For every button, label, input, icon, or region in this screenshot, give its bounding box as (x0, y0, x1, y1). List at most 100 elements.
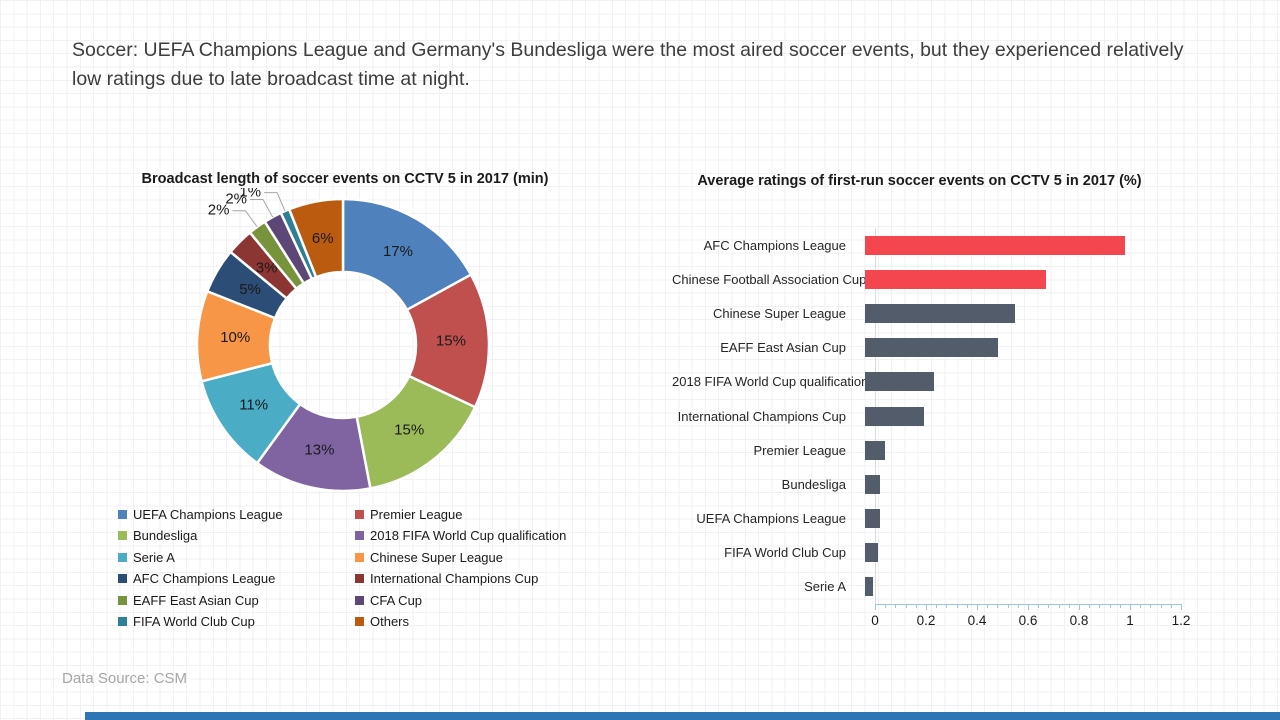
x-axis-minor-tick (1150, 605, 1152, 608)
footer-accent-bar (85, 712, 1280, 720)
bar (865, 474, 881, 494)
x-axis-minor-tick (1099, 605, 1101, 608)
legend-label: AFC Champions League (133, 571, 276, 586)
x-axis-minor-tick (1160, 605, 1162, 608)
bar-track (865, 474, 1171, 494)
x-axis-major-tick (1130, 605, 1131, 610)
donut-slice-label: 6% (312, 230, 334, 247)
x-axis-minor-tick (1109, 605, 1111, 608)
bar-row: Bundesliga (672, 467, 1187, 501)
legend-item: AFC Champions League (118, 571, 355, 586)
legend-item: UEFA Champions League (118, 506, 355, 522)
bar-chart: AFC Champions League Chinese Football Ass… (672, 228, 1187, 604)
donut-chart-title: Broadcast length of soccer events on CCT… (141, 171, 549, 187)
legend-label: Bundesliga (133, 528, 198, 543)
x-axis-major-tick (875, 605, 876, 610)
bar (865, 440, 886, 460)
bar-category-label: Serie A (804, 579, 846, 595)
legend-item: CFA Cup (355, 593, 595, 608)
bar (865, 543, 878, 563)
x-axis: 0 0.2 0.4 0.6 0.8 1 1.2 (871, 604, 1190, 628)
x-axis-minor-tick (1007, 605, 1009, 608)
bar-category-label: UEFA Champions League (696, 511, 846, 527)
bar-category-label: International Champions Cup (677, 408, 846, 424)
legend-item: Premier League (355, 506, 595, 522)
bar-track (865, 577, 1171, 597)
label-leader-line (232, 210, 258, 228)
legend-label: 2018 FIFA World Cup qualification (370, 528, 567, 543)
donut-slice-label: 2% (208, 202, 230, 219)
x-axis-major-tick (1181, 605, 1182, 610)
donut-legend: UEFA Champions League Premier League Bunde… (118, 507, 595, 629)
bar-track (865, 440, 1171, 460)
donut-slice-label: 17% (383, 243, 413, 260)
bar-track (865, 269, 1171, 289)
x-axis-minor-tick (946, 605, 948, 608)
legend-label: UEFA Champions League (133, 506, 283, 522)
x-axis-minor-tick (905, 605, 907, 608)
legend-item: FIFA World Club Cup (118, 614, 355, 629)
x-axis-tick-label: 1 (1126, 613, 1134, 628)
bar-category-label: Premier League (753, 442, 847, 458)
legend-label: FIFA World Club Cup (133, 614, 255, 629)
label-leader-line (250, 199, 274, 218)
bar-track (865, 235, 1171, 255)
bar-track (865, 509, 1171, 529)
data-source-label: Data Source: CSM (62, 670, 188, 687)
donut-slice-label: 2% (225, 191, 247, 208)
legend-label: EAFF East Asian Cup (133, 592, 259, 608)
x-axis-tick-label: 0.4 (967, 613, 987, 628)
legend-item: International Champions Cup (355, 571, 595, 586)
bar-row: EAFF East Asian Cup (672, 331, 1187, 365)
legend-swatch (118, 595, 127, 605)
bar (865, 372, 934, 392)
x-axis-minor-tick (1068, 605, 1070, 608)
legend-item: Chinese Super League (355, 549, 595, 565)
x-axis-minor-tick (1089, 605, 1091, 608)
bar-track (865, 543, 1171, 563)
x-axis-major-tick (926, 605, 927, 610)
legend-swatch (118, 617, 127, 626)
legend-item: EAFF East Asian Cup (118, 592, 355, 608)
legend-swatch (355, 552, 364, 562)
bar-category-label: Chinese Football Association Cup (672, 271, 867, 287)
label-leader-line (264, 192, 286, 212)
donut-slice-label: 5% (239, 281, 261, 298)
x-axis-major-tick (1028, 605, 1029, 610)
legend-swatch (118, 574, 127, 583)
x-axis-minor-tick (987, 605, 989, 608)
donut-chart: 17%15%15%13%11%10%5%3%2%2%1%6% (195, 188, 491, 493)
bar-category-label: Chinese Super League (713, 305, 846, 321)
legend-label: Serie A (133, 549, 175, 565)
x-axis-minor-tick (936, 605, 938, 608)
donut-slice-label: 15% (436, 333, 466, 350)
donut-slice-label: 15% (394, 421, 424, 438)
x-axis-minor-tick (1038, 605, 1040, 608)
legend-item: Bundesliga (118, 528, 355, 543)
bar-track (865, 406, 1171, 426)
bar-category-label: FIFA World Club Cup (724, 545, 846, 561)
donut-slice-label: 1% (239, 188, 261, 201)
bar (865, 577, 873, 597)
bar-row: AFC Champions League (672, 228, 1187, 262)
page-title: Soccer: UEFA Champions League and German… (72, 39, 1184, 91)
bar-row: UEFA Champions League (672, 502, 1187, 536)
legend-swatch (355, 617, 364, 626)
x-axis-minor-tick (915, 605, 917, 608)
bar-track (865, 338, 1171, 358)
bar-row: FIFA World Club Cup (672, 536, 1187, 570)
legend-label: Chinese Super League (370, 549, 503, 565)
legend-item: Others (355, 614, 595, 629)
legend-label: Premier League (370, 506, 463, 522)
bar-track (865, 303, 1171, 323)
x-axis-tick-label: 0.2 (916, 613, 936, 628)
legend-label: Others (370, 614, 410, 629)
bar (865, 509, 881, 529)
bar (865, 338, 998, 358)
x-axis-minor-tick (1058, 605, 1060, 608)
legend-swatch (118, 509, 127, 519)
x-axis-tick-label: 1.2 (1171, 613, 1191, 628)
bar-category-label: Bundesliga (781, 476, 846, 492)
x-axis-minor-tick (1048, 605, 1050, 608)
bar-row: International Champions Cup (672, 399, 1187, 433)
